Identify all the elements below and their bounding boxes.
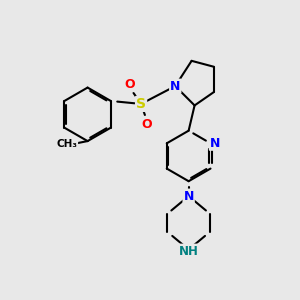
Text: CH₃: CH₃: [56, 139, 77, 149]
Text: S: S: [136, 97, 146, 111]
Text: O: O: [142, 118, 152, 130]
Text: N: N: [170, 80, 181, 93]
Text: O: O: [124, 78, 135, 91]
Text: N: N: [184, 190, 194, 202]
Text: NH: NH: [179, 244, 199, 258]
Text: N: N: [210, 137, 220, 150]
